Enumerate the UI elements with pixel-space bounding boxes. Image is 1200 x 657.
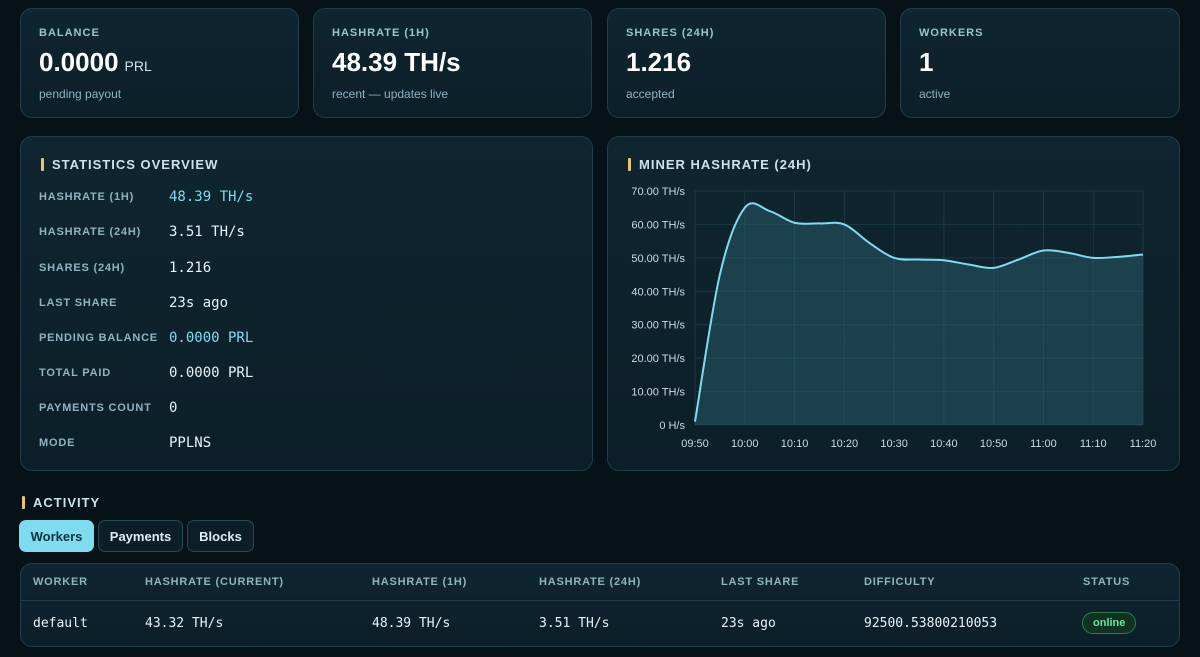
x-tick-label: 10:50 [980,438,1008,450]
y-tick-label: 40.00 TH/s [631,286,685,298]
x-tick-label: 09:50 [681,438,709,450]
x-tick-label: 11:10 [1080,438,1107,450]
column-header-hashrate-1h[interactable]: HASHRATE (1H) [372,576,468,588]
hashrate-line [694,202,1144,422]
y-tick-label: 50.00 TH/s [631,253,685,265]
x-tick-label: 11:20 [1130,438,1157,450]
workers-value: 1 [919,47,934,77]
overview-label: LAST SHARE [39,297,118,309]
x-tick-label: 10:00 [731,438,759,450]
hashrate-label: HASHRATE (1H) [332,27,430,39]
column-header-difficulty[interactable]: DIFFICULTY [864,576,936,588]
y-tick-label: 70.00 TH/s [631,186,685,198]
overview-value: 3.51 TH/s [169,224,245,240]
y-tick-label: 30.00 TH/s [631,320,685,332]
overview-label: PENDING BALANCE [39,332,158,344]
overview-row: HASHRATE (1H) 48.39 TH/s [39,187,253,207]
x-tick-label: 10:30 [880,438,908,450]
workers-sub: active [919,87,951,101]
shares-label: SHARES (24H) [626,27,715,39]
statistics-overview-title: STATISTICS OVERVIEW [41,157,218,172]
last-share-cell: 23s ago [721,616,776,631]
overview-row: PAYMENTS COUNT 0 [39,398,177,418]
y-tick-label: 20.00 TH/s [631,353,685,365]
overview-value: 23s ago [169,295,229,311]
column-header-status[interactable]: STATUS [1083,576,1131,588]
shares-card: SHARES (24H) 1.216 accepted [607,8,886,118]
overview-row: MODE PPLNS [39,433,211,453]
shares-sub: accepted [626,87,675,101]
tab-workers[interactable]: Workers [19,520,94,552]
hashrate-sub: recent — updates live [332,87,449,101]
hashrate-card: HASHRATE (1H) 48.39 TH/s recent — update… [313,8,592,118]
overview-value: 1.216 [169,260,212,276]
miner-hashrate-title: MINER HASHRATE (24H) [628,157,812,172]
balance-label: BALANCE [39,27,100,39]
workers-label: WORKERS [919,27,984,39]
column-header-hashrate-current[interactable]: HASHRATE (CURRENT) [145,576,284,588]
tab-blocks[interactable]: Blocks [187,520,254,552]
difficulty-cell: 92500.53800210053 [864,616,998,631]
activity-title: ACTIVITY [22,495,100,510]
x-tick-label: 11:00 [1030,438,1057,450]
y-tick-label: 0 H/s [659,420,685,432]
statistics-overview-card: STATISTICS OVERVIEW HASHRATE (1H) 48.39 T… [20,136,593,471]
overview-value: 48.39 TH/s [169,189,254,205]
hashrate-area [695,203,1143,425]
overview-row: TOTAL PAID 0.0000 PRL [39,363,253,383]
hashrate-24h-cell: 3.51 TH/s [539,616,610,631]
section-bar-icon [41,158,44,171]
overview-row: PENDING BALANCE 0.0000 PRL [39,328,253,348]
x-tick-label: 10:10 [781,438,809,450]
column-header-last-share[interactable]: LAST SHARE [721,576,800,588]
overview-row: HASHRATE (24H) 3.51 TH/s [39,222,245,242]
overview-label: TOTAL PAID [39,367,111,379]
overview-label: SHARES (24H) [39,262,126,274]
workers-table [20,563,1180,647]
worker-name-cell: default [33,616,88,631]
overview-row: LAST SHARE 23s ago [39,293,228,313]
overview-label: HASHRATE (1H) [39,191,135,203]
overview-value: PPLNS [169,435,212,451]
column-header-worker[interactable]: WORKER [33,576,88,588]
table-header-divider [21,600,1179,601]
section-bar-icon [22,496,25,509]
overview-label: PAYMENTS COUNT [39,402,152,414]
tab-payments[interactable]: Payments [98,520,183,552]
overview-value: 0 [169,400,178,416]
overview-label: MODE [39,437,76,449]
hashrate-chart: 0 H/s 10.00 TH/s 20.00 TH/s 30.00 TH/s 40.00… [631,186,1157,450]
overview-value: 0.0000 PRL [169,330,254,346]
status-badge: online [1082,612,1137,634]
balance-unit: PRL [124,58,152,74]
column-header-hashrate-24h[interactable]: HASHRATE (24H) [539,576,642,588]
section-bar-icon [628,158,631,171]
hashrate-value: 48.39 TH/s [332,47,461,77]
balance-card: BALANCE 0.0000 PRL pending payout [20,8,299,118]
overview-label: HASHRATE (24H) [39,226,142,238]
shares-value: 1.216 [626,47,692,77]
overview-value: 0.0000 PRL [169,365,254,381]
hashrate-current-cell: 43.32 TH/s [145,616,224,631]
x-tick-label: 10:40 [930,438,958,450]
x-tick-label: 10:20 [831,438,859,450]
hashrate-1h-cell: 48.39 TH/s [372,616,451,631]
balance-value: 0.0000 PRL [39,47,152,77]
y-tick-label: 10.00 TH/s [631,387,685,399]
workers-card: WORKERS 1 active [900,8,1180,118]
y-tick-label: 60.00 TH/s [631,219,685,231]
balance-sub: pending payout [39,87,122,101]
overview-row: SHARES (24H) 1.216 [39,258,211,278]
